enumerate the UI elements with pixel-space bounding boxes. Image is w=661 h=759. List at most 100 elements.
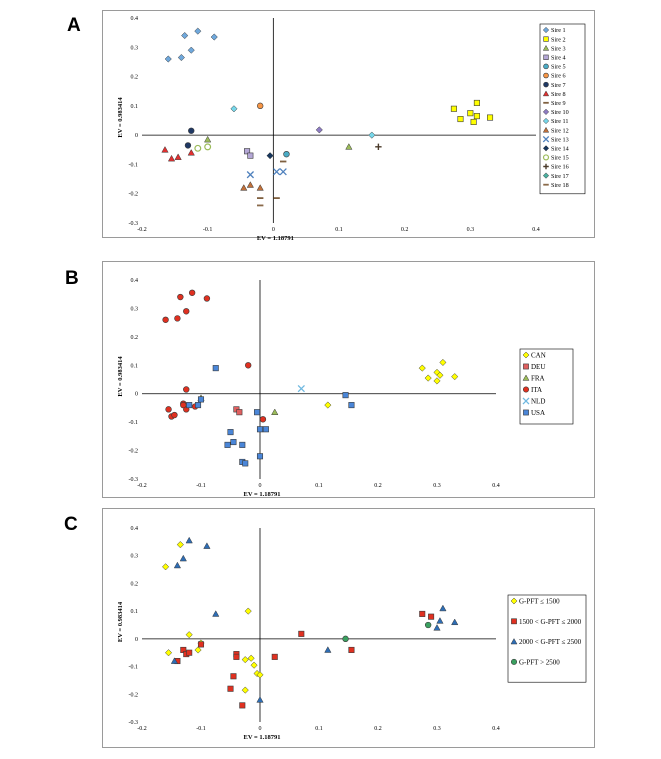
panel-a-legend-item: Sire 11	[542, 117, 568, 125]
panel-c-y-tick-label: -0.2	[129, 692, 139, 698]
panel-b-series-2	[233, 406, 243, 416]
panel-a-data-point	[181, 32, 189, 40]
panel-b-x-tick-label: 0	[259, 483, 262, 489]
panel-c-data-point	[241, 686, 249, 694]
panel-c-series-4	[342, 621, 432, 643]
panel-a-legend-symbol	[543, 72, 549, 79]
panel-c-data-point	[173, 561, 182, 569]
panel-c-legend: G-PFT ≤ 1500 1500 < G-PFT ≤ 2000 2000 < G-…	[507, 594, 587, 683]
panel-a-data-point	[188, 127, 195, 134]
panel-a-x-tick-label: -0.1	[203, 227, 213, 233]
panel-a-legend-item: Sire 9	[543, 100, 566, 107]
panel-c-y-tick-label: 0	[135, 637, 138, 643]
panel-c-data-point	[230, 673, 237, 680]
panel-c-series-3	[170, 536, 459, 703]
panel-c-legend-item: 2000 < G-PFT ≤ 2500	[510, 638, 582, 646]
panel-a-legend-symbol	[543, 163, 549, 170]
panel-a-series-11	[230, 105, 376, 139]
panel-a-legend-box	[539, 23, 586, 195]
panel-a-legend-label: Sire 17	[551, 173, 569, 180]
panel-c-data-point	[227, 685, 234, 692]
panel-c-data-point	[256, 671, 264, 679]
panel-c-data-point	[298, 630, 305, 637]
panel-c-legend-symbol	[510, 597, 518, 605]
panel-b-legend-item: NLD	[522, 397, 545, 405]
panel-c-data-point	[324, 646, 332, 653]
panel-a-legend-symbol	[542, 126, 550, 133]
panel-c-x-tick-label: 0	[259, 726, 262, 732]
panel-b-data-point	[180, 401, 187, 409]
panel-b-data-point	[418, 364, 426, 372]
panel-a-series-15	[194, 143, 212, 152]
panel-a-data-point	[184, 142, 192, 149]
panel-a-series-4	[244, 148, 254, 159]
panel-a-legend-symbol	[542, 108, 550, 116]
panel-a-x-axis-label: EV = 1.18791	[257, 235, 294, 242]
panel-a-series-5	[283, 150, 290, 158]
panel-a-data-point	[345, 143, 353, 150]
panel-a-data-point	[246, 181, 254, 188]
panel-a-data-point	[194, 27, 202, 35]
panel-b-data-point	[245, 362, 252, 369]
panel-c-legend-symbol	[510, 638, 518, 645]
panel-a-y-tick-label: -0.1	[129, 162, 139, 168]
panel-a-legend-item: Sire 14	[542, 145, 569, 152]
panel-b-legend-item: FRA	[522, 374, 545, 382]
panel-b-data-point	[197, 396, 205, 403]
panel-a-data-point	[256, 184, 264, 191]
panel-c-series-1	[162, 541, 264, 694]
panel-a-legend-label: Sire 8	[551, 91, 566, 98]
panel-c-legend-symbol	[511, 618, 517, 625]
panel-b-data-point	[236, 409, 243, 416]
panel-c-data-point	[247, 654, 255, 662]
panel-a-data-point	[230, 105, 238, 113]
panel-a-data-point	[204, 143, 212, 151]
panel-b-data-point	[212, 365, 219, 372]
panel-b-data-point	[186, 402, 193, 409]
panel-a-legend-item: Sire 17	[542, 172, 569, 180]
panel-a-legend-symbol	[542, 172, 550, 179]
panel-b-legend-label: ITA	[531, 386, 542, 394]
panel-b-data-point	[262, 426, 269, 433]
panel-c-legend-label: 1500 < G-PFT ≤ 2000	[519, 618, 582, 626]
panel-b-legend-symbol	[523, 363, 529, 370]
panel-a-x-tick-label: 0.3	[467, 227, 475, 233]
panel-a-legend-label: Sire 18	[551, 182, 569, 189]
panel-a-legend-label: Sire 4	[551, 54, 566, 61]
panel-c-legend-label: G-PFT ≤ 1500	[519, 597, 560, 605]
panel-b-y-tick-label: -0.1	[129, 420, 139, 426]
panel-c-data-point	[233, 653, 240, 660]
panel-a-legend-item: Sire 1	[542, 26, 566, 34]
panel-a-legend-label: Sire 7	[551, 82, 566, 89]
panel-b-x-tick-label: -0.2	[137, 483, 147, 489]
panel-b-data-point	[177, 293, 184, 301]
panel-c-data-point	[419, 610, 426, 617]
panel-a-data-point	[375, 143, 382, 151]
panel-a-legend-symbol	[542, 117, 550, 125]
panel-b-data-point	[188, 289, 196, 296]
panel-a-data-point	[487, 114, 494, 121]
panel-a-series-9	[257, 160, 287, 200]
panel-a-legend-item: Sire 4	[543, 54, 566, 61]
panel-b-data-point	[183, 308, 190, 315]
panel-a-data-point	[161, 146, 169, 153]
panel-b-legend-label: DEU	[531, 363, 545, 371]
panel-b-data-point	[183, 386, 190, 393]
panel-a-data-point	[457, 116, 464, 123]
panel-b-series-5	[297, 384, 305, 393]
panel-c-legend-item: G-PFT > 2500	[510, 658, 560, 666]
panel-a-data-point	[368, 131, 376, 139]
panel-c-x-tick-label: 0.4	[492, 726, 500, 732]
panel-a-data-point	[187, 148, 195, 156]
panel-a-legend-item: Sire 10	[542, 108, 569, 116]
panel-a-legend-symbol	[542, 26, 550, 34]
panel-a-legend-item: Sire 18	[543, 182, 569, 189]
panel-c-x-tick-label: -0.1	[196, 726, 206, 732]
panel-a-data-point	[257, 102, 264, 110]
panel-b-legend-item: ITA	[522, 386, 542, 394]
panel-c-data-point	[197, 641, 205, 648]
panel-b-data-point	[259, 416, 267, 423]
panel-b-series-1	[324, 358, 459, 409]
panel-c-data-point	[428, 613, 435, 620]
panel-c-data-point	[424, 621, 432, 629]
